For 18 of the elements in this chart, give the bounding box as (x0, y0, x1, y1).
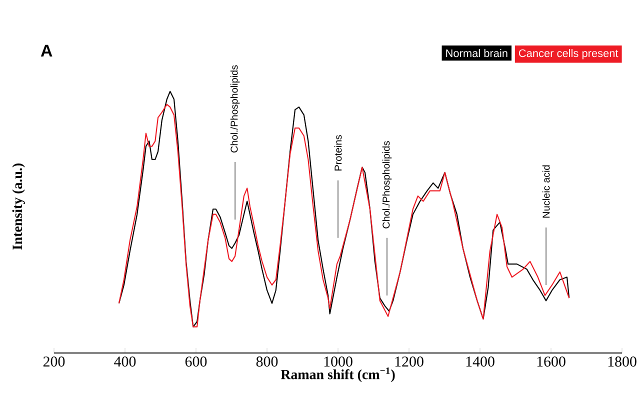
x-tick-label: 1400 (466, 356, 494, 367)
x-tick-label: 1600 (537, 356, 566, 367)
y-axis-title: Intensity (a.u.) (12, 164, 25, 250)
x-tick-label: 800 (256, 356, 278, 367)
chart-title: A (40, 44, 52, 56)
x-axis-title: Raman shift (cm$^{−1}$) (280, 367, 395, 382)
x-tick-label: 1000 (324, 356, 352, 367)
ref-line-label: Chol./Phospholipids (230, 65, 240, 152)
x-tick-label: 200 (43, 356, 65, 367)
ref-line-label: Chol./Phospholipids (382, 141, 392, 228)
x-tick-label: 1200 (395, 356, 424, 367)
x-tick-label: 1800 (608, 356, 636, 367)
x-tick-label: 400 (114, 356, 136, 367)
text: Normal brain (446, 49, 508, 58)
ref-line-label: Nucleic acid (542, 165, 550, 218)
x-tick-label: 600 (185, 356, 207, 367)
ref-line-label: Proteins (334, 135, 342, 170)
text: Cancer cells present (518, 49, 618, 60)
